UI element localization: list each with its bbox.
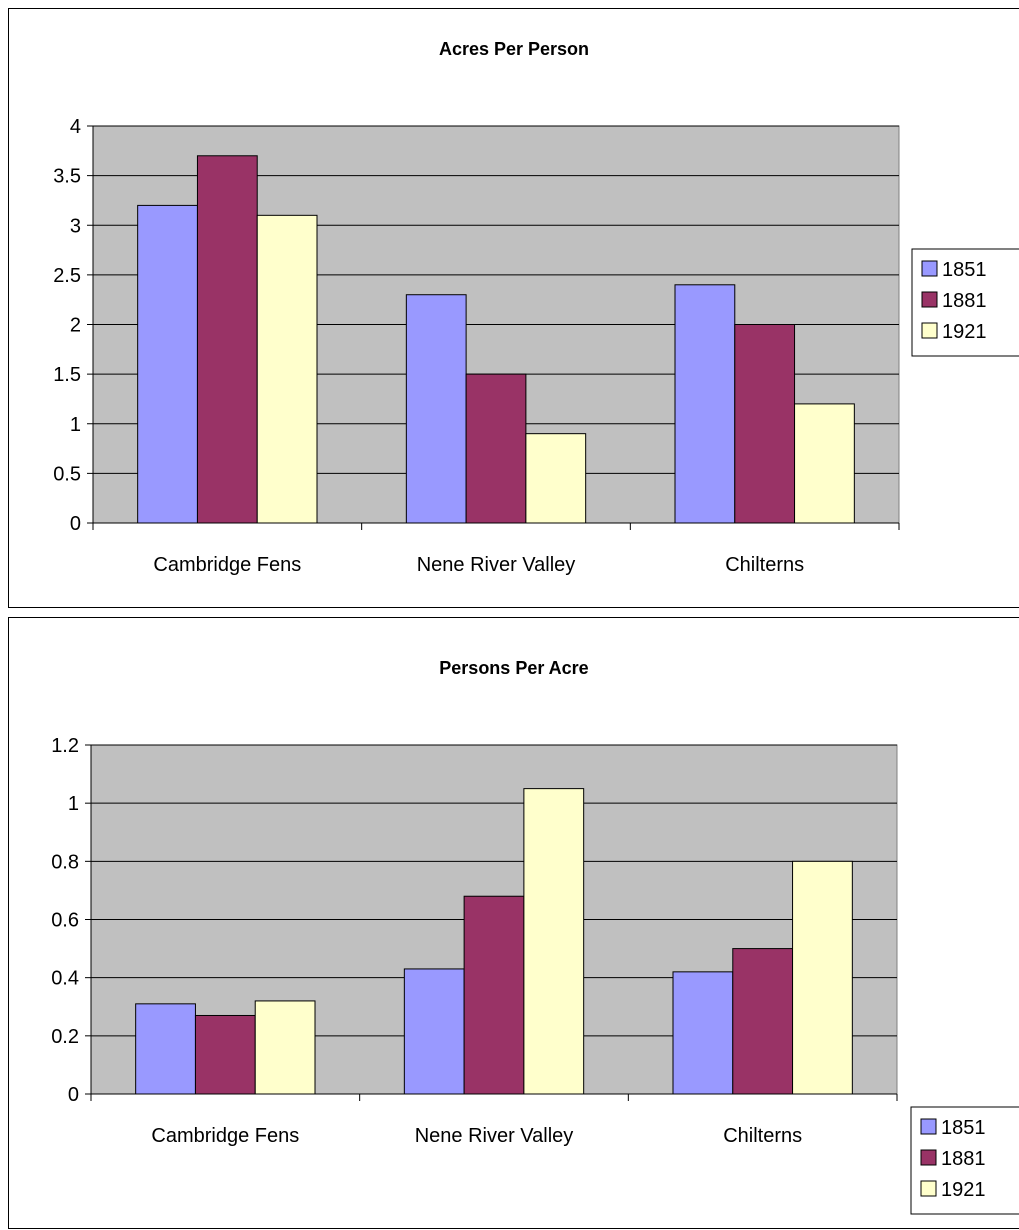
y-tick-label: 0.5 <box>53 463 81 485</box>
y-tick-label: 0.6 <box>51 910 79 932</box>
bar-1881-1 <box>463 895 525 1095</box>
legend-swatch-1921 <box>921 322 938 339</box>
x-tick-label: Nene River Valley <box>417 554 576 576</box>
bar-1851-1 <box>403 968 465 1095</box>
y-tick-label: 3.5 <box>53 166 81 188</box>
legend-label-1881: 1881 <box>942 290 987 312</box>
chart-title: Persons Per Acre <box>439 658 588 678</box>
bar-1921-2 <box>794 403 855 524</box>
bar-1881-0 <box>196 155 258 524</box>
y-tick-label: 1.5 <box>53 364 81 386</box>
y-tick-label: 0 <box>68 1084 79 1106</box>
bar-1881-2 <box>734 324 796 524</box>
legend-swatch-1921 <box>920 1180 937 1197</box>
y-tick-label: 1 <box>70 414 81 436</box>
legend-swatch-1851 <box>921 260 938 277</box>
y-tick-label: 0 <box>70 513 81 535</box>
y-tick-label: 4 <box>70 116 81 138</box>
acres-per-person-plot: Acres Per Person 0 0.5 1 1.5 2 2.5 3 3.5 4 Cambrid… <box>53 39 1019 576</box>
y-tick-label: 1.2 <box>51 735 79 757</box>
legend-label-1921: 1921 <box>941 1179 986 1201</box>
legend-label-1881: 1881 <box>941 1148 986 1170</box>
x-tick-label: Cambridge Fens <box>153 554 301 576</box>
bar-1881-1 <box>465 373 527 524</box>
y-tick-label: 3 <box>70 215 81 237</box>
y-tick-label: 2.5 <box>53 265 81 287</box>
bar-1851-2 <box>672 971 734 1095</box>
bar-1851-2 <box>674 284 736 524</box>
x-tick-label: Cambridge Fens <box>151 1125 299 1147</box>
legend-label-1851: 1851 <box>941 1117 986 1139</box>
legend-swatch-1881 <box>921 291 938 308</box>
legend-label-1851: 1851 <box>942 259 987 281</box>
persons-per-acre-plot: Persons Per Acre 0 0.2 0.4 0.6 0.8 1 1.2 Cambrid… <box>51 658 1019 1215</box>
legend-label-1921: 1921 <box>942 321 987 343</box>
bar-1921-1 <box>523 788 585 1095</box>
y-tick-label: 2 <box>70 315 81 337</box>
y-tick-label: 0.8 <box>51 851 79 873</box>
bar-1851-0 <box>137 204 198 524</box>
bar-1921-0 <box>256 214 318 524</box>
legend-swatch-1851 <box>920 1118 937 1135</box>
x-tick-label: Chilterns <box>723 1125 802 1147</box>
x-tick-label: Chilterns <box>725 554 804 576</box>
bar-1851-0 <box>135 1003 196 1095</box>
bar-1881-0 <box>194 1014 256 1095</box>
y-tick-label: 1 <box>68 793 79 815</box>
bar-1881-2 <box>732 948 794 1095</box>
bar-1851-1 <box>405 294 467 524</box>
y-tick-label: 0.4 <box>51 968 79 990</box>
chart-title: Acres Per Person <box>439 39 589 59</box>
legend-swatch-1881 <box>920 1149 937 1166</box>
bar-1921-1 <box>525 433 587 524</box>
acres-per-person-chart: Acres Per Person 0 0.5 1 1.5 2 2.5 3 3.5 4 Cambrid… <box>8 8 1019 608</box>
bar-1921-2 <box>792 860 853 1095</box>
y-tick-label: 0.2 <box>51 1026 79 1048</box>
x-tick-label: Nene River Valley <box>415 1125 574 1147</box>
persons-per-acre-chart: Persons Per Acre 0 0.2 0.4 0.6 0.8 1 1.2 Cambrid… <box>8 617 1019 1229</box>
bar-1921-0 <box>254 1000 316 1095</box>
